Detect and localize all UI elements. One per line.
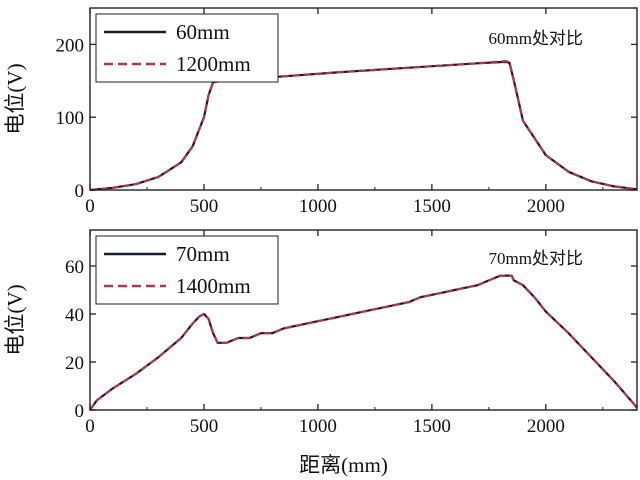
x-tick-label: 1000 [299, 196, 337, 217]
x-tick-label: 1000 [299, 416, 337, 437]
y-axis-label: 电位(V) [3, 63, 27, 134]
y-tick-label: 0 [75, 181, 85, 202]
y-axis-label: 电位(V) [3, 284, 27, 355]
x-tick-label: 1500 [413, 416, 451, 437]
chart-panel-2: 0 500 1000 1500 2000 0 20 40 60 电位(V) 距离(mm) 70mm处对… [3, 229, 638, 477]
x-axis-label: 距离(mm) [299, 453, 388, 477]
legend-box [95, 13, 279, 83]
plot-frame [89, 229, 638, 411]
x-tick-label: 500 [190, 416, 219, 437]
x-tick-label: 0 [85, 416, 95, 437]
chart-panel-1: 0 500 1000 1500 2000 0 100 200 电位(V) 60mm处对比 60mm 1… [3, 7, 638, 217]
plot-frame [89, 7, 638, 191]
legend: 70mm 1400mm [95, 235, 279, 305]
panel-annotation: 70mm处对比 [489, 249, 583, 268]
y-tick-label: 60 [65, 257, 84, 278]
legend-box [95, 235, 279, 305]
legend: 60mm 1200mm [95, 13, 279, 83]
series-line-1200mm [89, 59, 638, 192]
legend-label: 60mm [176, 20, 230, 44]
legend-label: 1400mm [176, 274, 251, 298]
x-tick-label: 0 [85, 196, 95, 217]
panel-annotation: 60mm处对比 [489, 29, 583, 48]
y-tick-label: 100 [56, 108, 85, 129]
x-tick-label: 2000 [527, 196, 565, 217]
x-tick-label: 2000 [527, 416, 565, 437]
y-tick-label: 200 [56, 35, 85, 56]
y-tick-label: 20 [65, 353, 84, 374]
y-tick-label: 40 [65, 305, 84, 326]
legend-label: 1200mm [176, 52, 251, 76]
legend-label: 70mm [176, 242, 230, 266]
series-line-1400mm [89, 274, 638, 411]
y-tick-label: 0 [75, 401, 85, 422]
x-tick-label: 1500 [413, 196, 451, 217]
x-tick-label: 500 [190, 196, 219, 217]
